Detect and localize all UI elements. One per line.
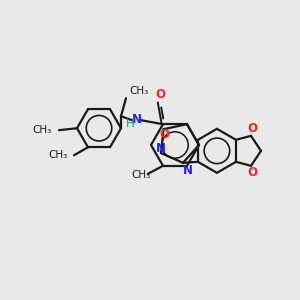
Text: N: N (132, 113, 142, 126)
Text: O: O (160, 128, 170, 141)
Text: H: H (126, 117, 134, 130)
Text: N: N (183, 164, 193, 177)
Text: O: O (247, 122, 257, 135)
Text: CH₃: CH₃ (131, 170, 151, 180)
Text: CH₃: CH₃ (129, 86, 148, 96)
Text: CH₃: CH₃ (49, 150, 68, 160)
Text: O: O (247, 166, 257, 179)
Text: O: O (155, 88, 165, 101)
Text: CH₃: CH₃ (33, 125, 52, 135)
Text: N: N (156, 142, 166, 154)
